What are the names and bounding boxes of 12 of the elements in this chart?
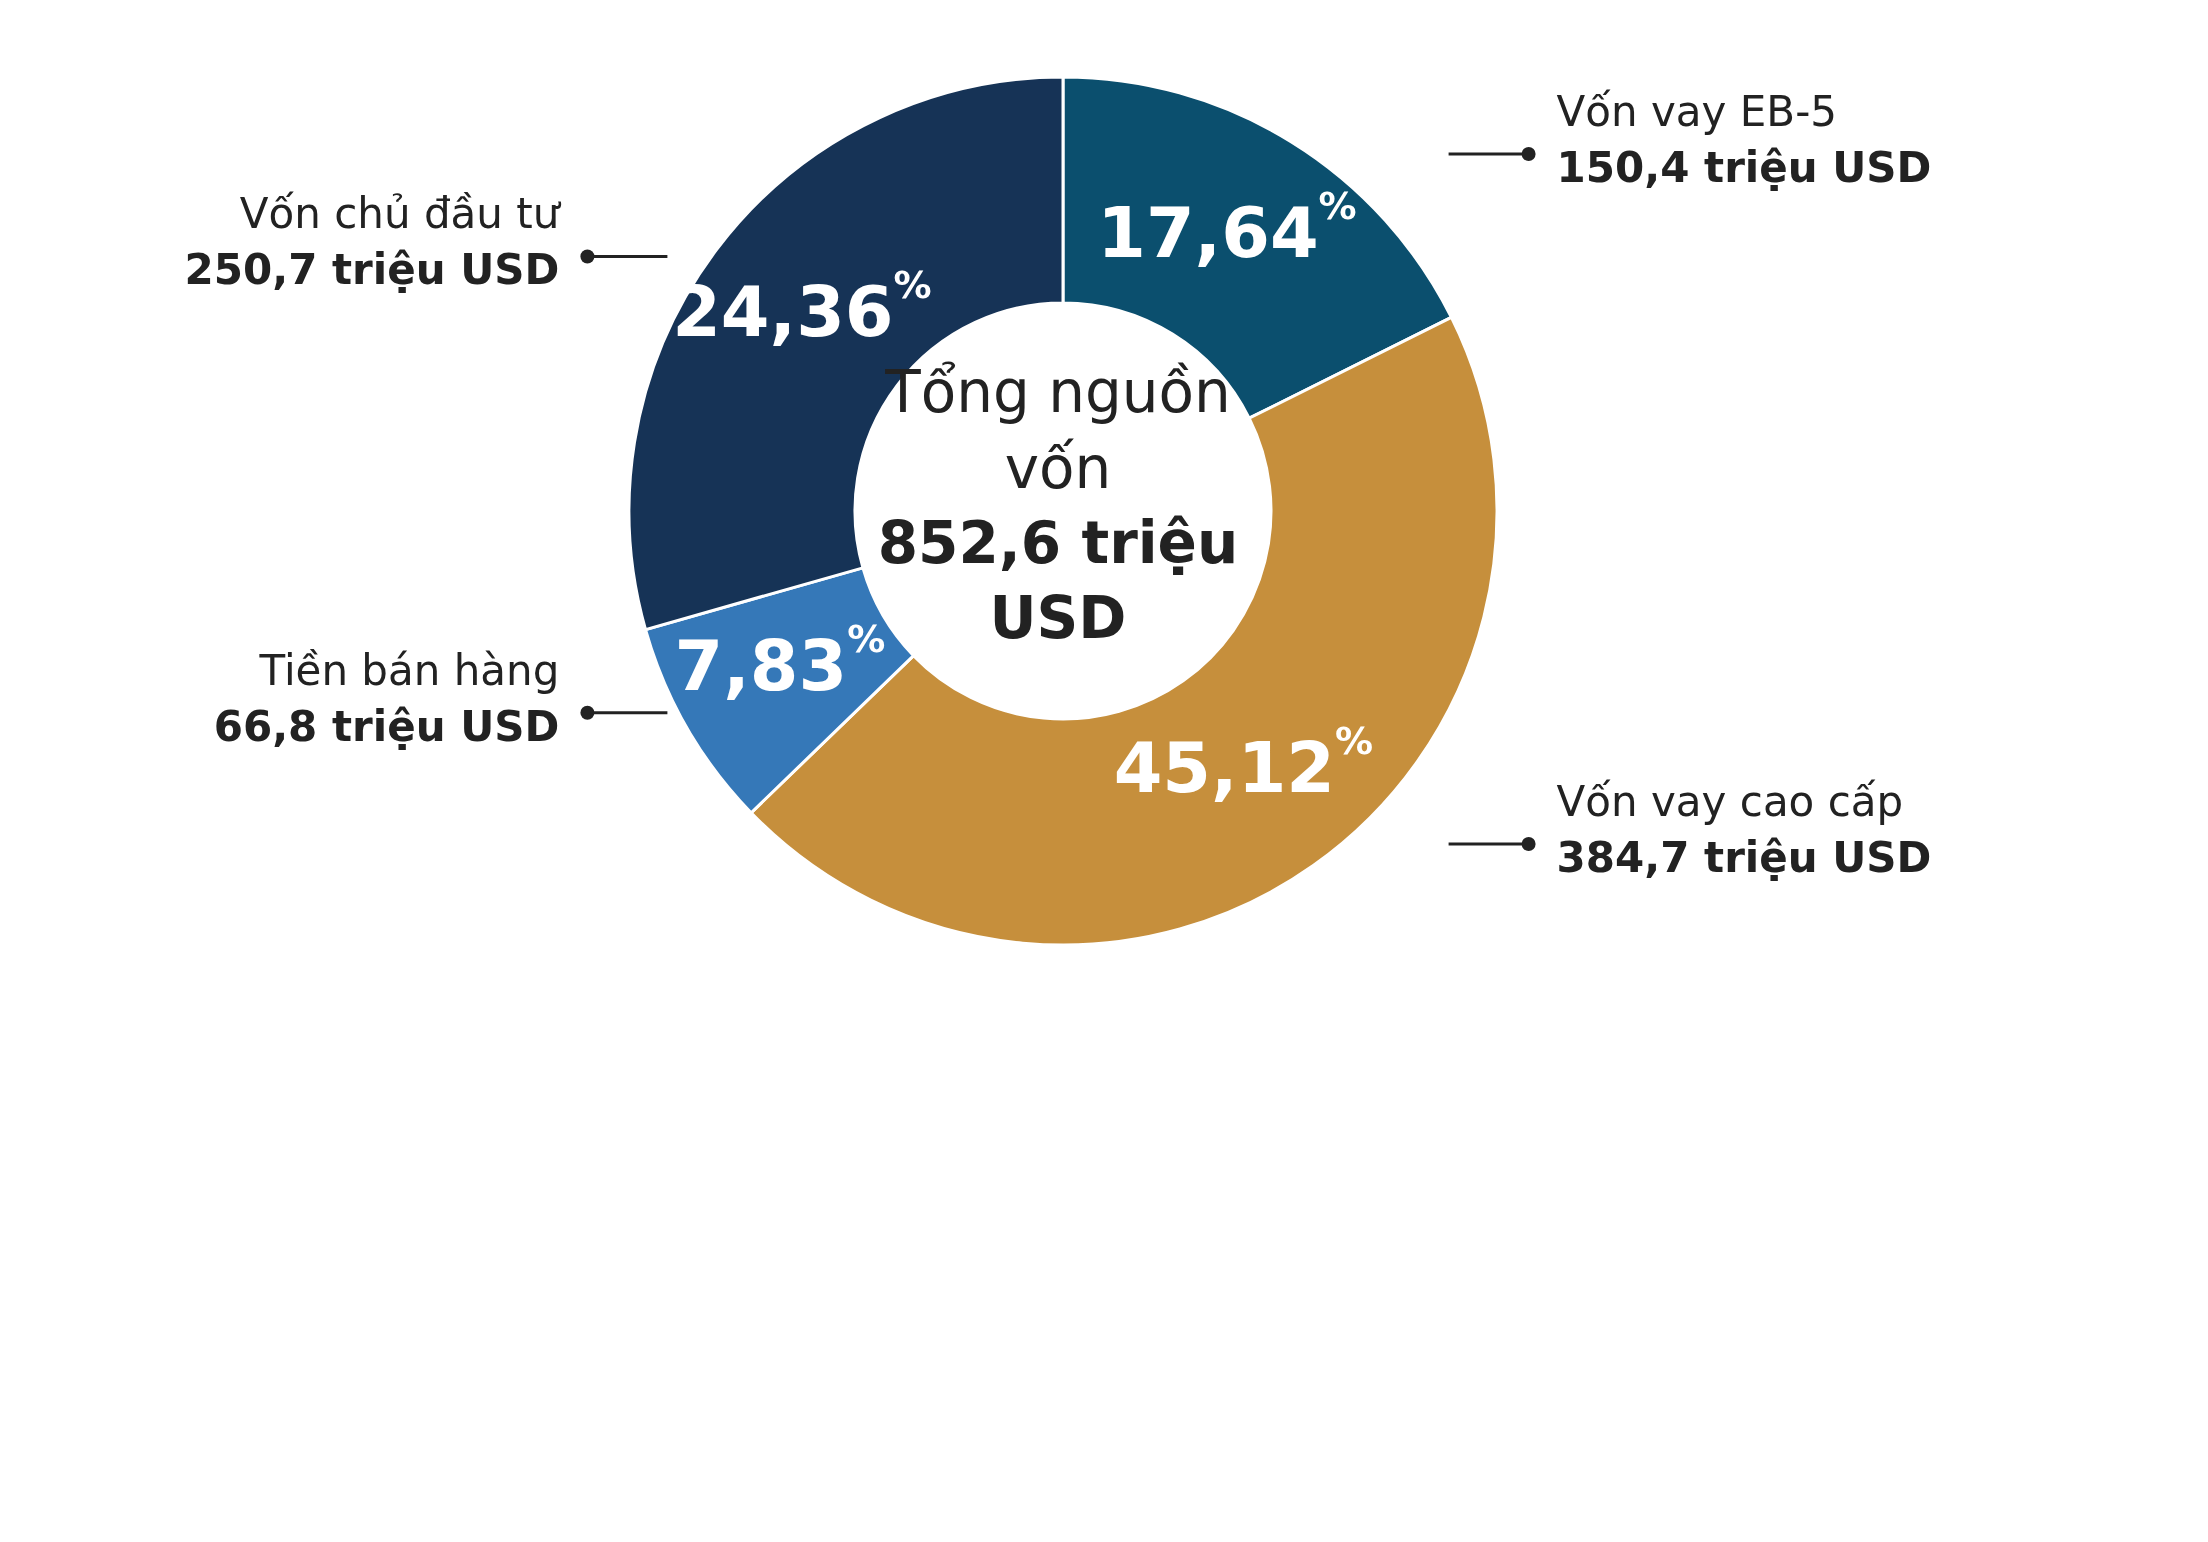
- text: 45,12$^{%}$: [1113, 719, 1374, 810]
- slice-label: Vốn vay EB-5: [1556, 86, 1838, 136]
- data-label: 250,7 triệu USD: [184, 245, 560, 295]
- text: Tổng nguồn vốn: [884, 357, 1232, 504]
- slice-label: Vốn vay cao cấp: [1556, 776, 1904, 826]
- slice-label: Tiền bán hàng: [258, 645, 560, 695]
- text: 17,64$^{%}$: [1097, 184, 1357, 275]
- data-label: 384,7 triệu USD: [1556, 832, 1932, 882]
- data-label: 66,8 triệu USD: [213, 701, 560, 751]
- slice-label: Vốn chủ đầu tư: [239, 189, 562, 239]
- data-label: 150,4 triệu USD: [1556, 142, 1932, 192]
- text: 24,36$^{%}$: [672, 263, 932, 354]
